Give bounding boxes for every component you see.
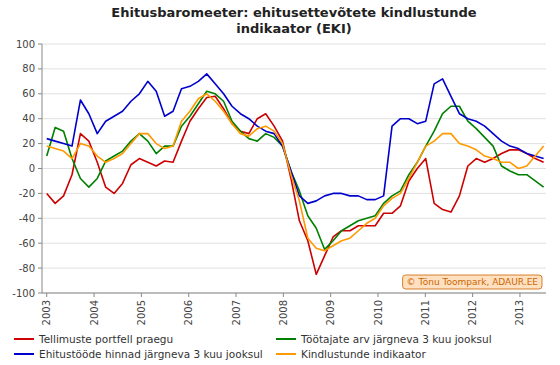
- x-tick: [141, 293, 142, 297]
- legend-swatch: [276, 353, 296, 355]
- x-tick: [188, 293, 189, 297]
- title: Ehitusbaromeeter: ehitusettevõtete kindl…: [111, 5, 476, 36]
- grid-line: [42, 93, 546, 94]
- grid-line: [42, 268, 546, 269]
- y-tick-label: 0: [29, 163, 35, 174]
- x-tick-label: 2008: [278, 300, 289, 325]
- x-tick: [378, 293, 379, 297]
- y-tick: [38, 168, 42, 169]
- y-tick-label: -100: [12, 288, 35, 299]
- grid-line: [42, 293, 546, 294]
- legend: Tellimuste portfell praegu Töötajate arv …: [14, 333, 492, 360]
- x-tick-label: 2010: [373, 300, 384, 325]
- y-tick: [38, 143, 42, 144]
- x-tick: [283, 293, 284, 297]
- y-tick: [38, 293, 42, 294]
- legend-label: Kindlustunde indikaator: [301, 348, 427, 360]
- grid-line: [42, 68, 546, 69]
- y-tick-label: 20: [22, 138, 35, 149]
- grid-line: [42, 168, 546, 169]
- x-tick-label: 2012: [467, 300, 478, 325]
- x-tick-label: 2004: [89, 300, 100, 325]
- legend-swatch: [14, 353, 34, 355]
- y-tick-label: -80: [19, 263, 35, 274]
- x-tick: [46, 293, 47, 297]
- series-line: [47, 94, 544, 251]
- y-tick-label: 100: [16, 39, 35, 50]
- x-tick-label: 2009: [325, 300, 336, 325]
- x-tick-label: 2003: [41, 300, 52, 325]
- x-tick-label: 2006: [183, 300, 194, 325]
- x-tick: [425, 293, 426, 297]
- y-tick-label: 40: [22, 113, 35, 124]
- x-tick: [94, 293, 95, 297]
- series-line: [47, 74, 544, 203]
- legend-swatch: [14, 338, 34, 340]
- y-tick: [38, 68, 42, 69]
- watermark: © Tõnu Toompark, ADAUR.EE: [403, 275, 542, 289]
- legend-swatch: [276, 338, 296, 340]
- grid-line: [42, 218, 546, 219]
- watermark-text: © Tõnu Toompark, ADAUR.EE: [407, 277, 539, 287]
- y-tick-label: 60: [22, 88, 35, 99]
- title-line: Ehitusbaromeeter: ehitusettevõtete kindl…: [111, 5, 476, 20]
- axes: -100 -80 -60 -40 -20 0 20 40 60 80 100 2003 2004 2005…: [12, 39, 546, 326]
- grid-line: [42, 243, 546, 244]
- y-tick-label: -60: [19, 238, 35, 249]
- x-tick-label: 2013: [514, 300, 525, 325]
- y-tick: [38, 268, 42, 269]
- x-tick: [519, 293, 520, 297]
- y-tick: [38, 44, 42, 45]
- y-tick: [38, 243, 42, 244]
- y-tick: [38, 193, 42, 194]
- grid: [42, 44, 546, 293]
- x-tick: [330, 293, 331, 297]
- y-tick-label: 80: [22, 63, 35, 74]
- legend-label: Töötajate arv järgneva 3 kuu jooksul: [300, 333, 492, 345]
- legend-label: Ehitustööde hinnad järgneva 3 kuu jooksu…: [39, 348, 263, 360]
- y-axis-line: [42, 44, 43, 293]
- title-line: indikaator (EKI): [236, 21, 351, 36]
- y-tick-label: -40: [19, 213, 35, 224]
- x-axis-line: [42, 293, 546, 294]
- watermark-box: [403, 275, 542, 289]
- grid-line: [42, 44, 546, 45]
- y-tick-label: -20: [19, 188, 35, 199]
- y-tick: [38, 93, 42, 94]
- chart: Ehitusbaromeeter: ehitusettevõtete kindl…: [0, 0, 560, 365]
- legend-label: Tellimuste portfell praegu: [38, 333, 173, 345]
- grid-line: [42, 143, 546, 144]
- x-tick-label: 2007: [231, 300, 242, 325]
- x-tick: [236, 293, 237, 297]
- x-tick-label: 2005: [136, 300, 147, 325]
- series-lines: [47, 74, 544, 274]
- x-tick: [472, 293, 473, 297]
- x-tick-label: 2011: [420, 300, 431, 325]
- y-tick: [38, 218, 42, 219]
- y-tick: [38, 118, 42, 119]
- series-line: [47, 91, 544, 249]
